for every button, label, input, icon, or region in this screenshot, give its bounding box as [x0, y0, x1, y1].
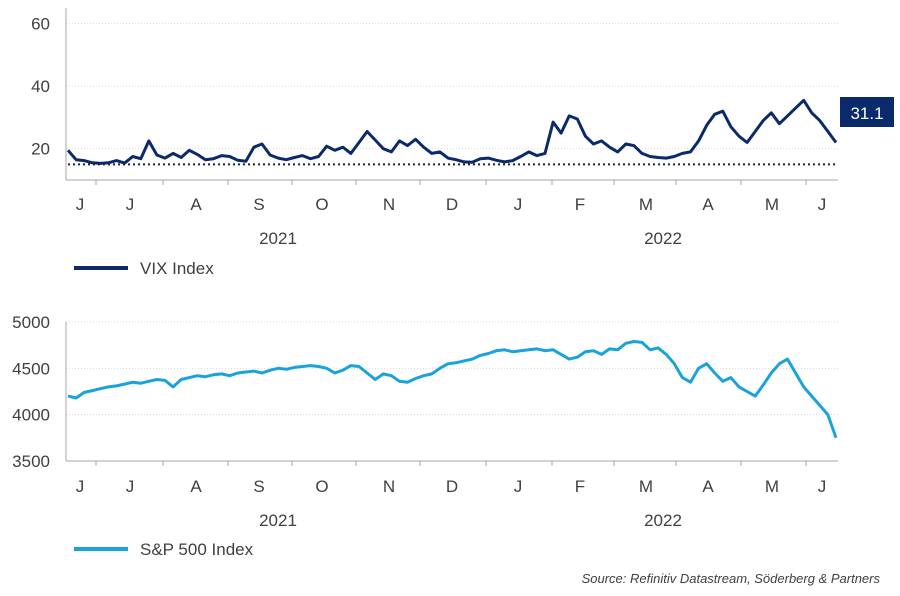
spx-y-tick-label: 4000 — [12, 406, 50, 425]
spx-month-label: A — [702, 477, 714, 496]
spx-month-label: A — [190, 477, 202, 496]
vix-month-label: N — [383, 195, 395, 214]
spx-month-label: F — [575, 477, 585, 496]
vix-callout-value: 31.1 — [850, 104, 883, 123]
spx-month-label: N — [383, 477, 395, 496]
vix-legend-label: VIX Index — [140, 259, 214, 278]
spx-x-tick-marks — [95, 461, 807, 466]
vix-month-label: S — [253, 195, 264, 214]
source-note: Source: Refinitiv Datastream, Söderberg … — [582, 571, 881, 586]
spx-y-tick-label: 4500 — [12, 359, 50, 378]
vix-month-label: J — [514, 195, 523, 214]
vix-month-label: J — [76, 195, 85, 214]
vix-month-label: D — [446, 195, 458, 214]
vix-month-label: J — [818, 195, 827, 214]
spx-month-label: J — [818, 477, 827, 496]
spx-y-tick-label: 5000 — [12, 313, 50, 332]
spx-year-label-2021: 2021 — [259, 511, 297, 530]
vix-panel: 20 40 60 J J A S O N D J F M A M J 2021 2022 31.1 — [31, 8, 894, 248]
spx-panel: 3500 4000 4500 5000 J J A S O N D J F M A M J 2021 2022 — [12, 313, 838, 530]
spx-year-label-2022: 2022 — [644, 511, 682, 530]
spx-gridlines — [66, 321, 838, 416]
vix-callout: 31.1 — [840, 97, 894, 127]
vix-y-tick-label: 40 — [31, 77, 50, 96]
spx-month-label: M — [765, 477, 779, 496]
vix-legend: VIX Index — [74, 259, 214, 278]
vix-y-tick-label: 60 — [31, 15, 50, 34]
vix-year-label-2022: 2022 — [644, 229, 682, 248]
spx-legend: S&P 500 Index — [74, 540, 254, 559]
spx-month-label: J — [514, 477, 523, 496]
vix-month-label: A — [702, 195, 714, 214]
vix-month-label: F — [575, 195, 585, 214]
vix-series-line — [66, 98, 838, 165]
vix-y-tick-label: 20 — [31, 140, 50, 159]
spx-month-label: O — [315, 477, 328, 496]
vix-x-tick-marks — [95, 180, 807, 185]
vix-month-label: M — [639, 195, 653, 214]
vix-month-label: O — [315, 195, 328, 214]
spx-month-label: M — [639, 477, 653, 496]
vix-month-label: M — [765, 195, 779, 214]
vix-y-ticks: 20 40 60 — [31, 15, 50, 159]
spx-month-label: D — [446, 477, 458, 496]
vix-month-label: J — [126, 195, 135, 214]
vix-gridlines — [66, 23, 838, 150]
spx-series-line — [67, 340, 838, 439]
spx-month-label: J — [76, 477, 85, 496]
spx-month-label: J — [126, 477, 135, 496]
spx-y-tick-label: 3500 — [12, 452, 50, 471]
spx-y-ticks: 3500 4000 4500 5000 — [12, 313, 50, 471]
vix-callout-box — [840, 97, 894, 127]
spx-month-label: S — [253, 477, 264, 496]
spx-legend-label: S&P 500 Index — [140, 540, 254, 559]
vix-year-label-2021: 2021 — [259, 229, 297, 248]
vix-month-label: A — [190, 195, 202, 214]
